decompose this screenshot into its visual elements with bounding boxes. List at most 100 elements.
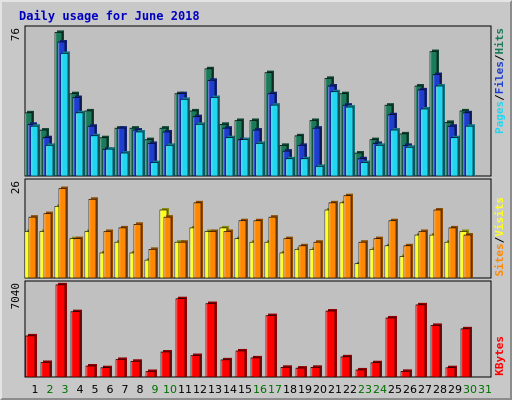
kbytes-bar-day-1	[25, 333, 37, 378]
visits-bar-day-12	[193, 200, 203, 279]
day-label-20: 20	[313, 383, 327, 396]
pages-bar-day-27	[420, 106, 430, 177]
visits-bar-day-22	[343, 193, 353, 279]
pages-bar-day-18	[285, 156, 295, 177]
day-label-26: 26	[403, 383, 417, 396]
day-label-7: 7	[122, 383, 129, 396]
kbytes-bar-day-2	[40, 360, 52, 378]
kbytes-bar-day-17	[265, 313, 277, 378]
kbytes-bar-day-10	[160, 349, 172, 378]
visits-bar-day-26	[403, 243, 413, 279]
kbytes-bar-day-21	[325, 309, 337, 378]
kbytes-bar-day-28	[430, 323, 442, 378]
pages-bar-day-8	[135, 129, 145, 177]
kbytes-bar-day-3	[55, 282, 67, 378]
y-max-label: 7040	[9, 283, 22, 310]
legend-pages: Pages	[493, 101, 506, 134]
visits-bar-day-15	[238, 218, 248, 279]
kbytes-bar-day-6	[100, 365, 112, 378]
visits-bar-day-7	[118, 225, 128, 279]
visits-bar-day-9	[148, 247, 158, 279]
pages-bar-day-6	[105, 147, 115, 177]
day-label-11: 11	[178, 383, 192, 396]
pages-bar-day-21	[330, 89, 340, 177]
legend-mid: Sites/Visits	[493, 197, 506, 277]
kbytes-bar-day-27	[415, 302, 427, 378]
visits-bar-day-8	[133, 222, 143, 279]
kbytes-bar-day-30	[460, 326, 472, 378]
day-label-16: 16	[253, 383, 267, 396]
pages-bar-day-20	[315, 164, 325, 177]
pages-bar-day-1	[30, 124, 40, 177]
day-label-30: 30	[463, 383, 477, 396]
pages-bar-day-13	[210, 95, 220, 177]
pages-bar-day-7	[120, 151, 130, 177]
day-label-18: 18	[283, 383, 297, 396]
visits-bar-day-16	[253, 218, 263, 279]
legend-separator: /	[493, 94, 506, 101]
day-label-6: 6	[107, 383, 114, 396]
visits-bar-day-10	[163, 215, 173, 279]
visits-bar-day-3	[58, 186, 68, 279]
pages-bar-day-2	[45, 143, 55, 177]
pages-bar-day-19	[300, 156, 310, 177]
pages-bar-day-26	[405, 145, 415, 177]
legend-sites: Sites	[493, 243, 506, 276]
day-label-25: 25	[388, 383, 402, 396]
legend-visits: Visits	[493, 197, 506, 237]
pages-bar-day-12	[195, 122, 205, 177]
legend-hits: Hits	[493, 28, 506, 55]
kbytes-bar-day-8	[130, 359, 142, 378]
visits-bar-day-19	[298, 243, 308, 279]
pages-bar-day-11	[180, 97, 190, 177]
pages-bar-day-4	[75, 110, 85, 177]
legend-kbytes: KBytes	[493, 336, 506, 376]
visits-bar-day-14	[223, 229, 233, 279]
pages-bar-day-9	[150, 160, 160, 177]
day-label-17: 17	[268, 383, 282, 396]
day-label-24: 24	[373, 383, 387, 396]
day-label-8: 8	[137, 383, 144, 396]
kbytes-bar-day-19	[295, 366, 307, 378]
visits-bar-day-21	[328, 200, 338, 279]
day-label-14: 14	[223, 383, 237, 396]
day-label-28: 28	[433, 383, 447, 396]
kbytes-bar-day-23	[355, 367, 367, 378]
pages-bar-day-29	[450, 135, 460, 177]
kbytes-bar-day-22	[340, 354, 352, 378]
visits-bar-day-17	[268, 215, 278, 279]
kbytes-bar-day-29	[445, 365, 457, 378]
kbytes-bar-day-18	[280, 365, 292, 378]
kbytes-bar-day-16	[250, 355, 262, 378]
kbytes-bar-day-26	[400, 369, 412, 378]
kbytes-bar-day-14	[220, 357, 232, 378]
day-label-12: 12	[193, 383, 207, 396]
day-label-22: 22	[343, 383, 357, 396]
day-label-4: 4	[77, 383, 84, 396]
kbytes-bar-day-5	[85, 364, 97, 378]
visits-bar-day-30	[463, 233, 473, 279]
legend-separator: /	[493, 54, 506, 61]
kbytes-bar-day-11	[175, 296, 187, 378]
day-label-29: 29	[448, 383, 462, 396]
legend-separator: /	[493, 236, 506, 243]
kbytes-bar-day-9	[145, 369, 157, 378]
visits-bar-day-4	[73, 236, 83, 279]
visits-bar-day-23	[358, 240, 368, 279]
day-label-10: 10	[163, 383, 177, 396]
pages-bar-day-28	[435, 84, 445, 177]
pages-bar-day-25	[390, 128, 400, 177]
day-label-5: 5	[92, 383, 99, 396]
day-label-13: 13	[208, 383, 222, 396]
visits-bar-day-28	[433, 207, 443, 279]
pages-bar-day-10	[165, 143, 175, 177]
pages-bar-day-15	[240, 137, 250, 177]
visits-bar-day-5	[88, 197, 98, 279]
visits-bar-day-29	[448, 225, 458, 279]
visits-bar-day-25	[388, 218, 398, 279]
visits-bar-day-20	[313, 240, 323, 279]
pages-bar-day-22	[345, 105, 355, 177]
kbytes-bar-day-4	[70, 309, 82, 378]
pages-bar-day-24	[375, 143, 385, 177]
